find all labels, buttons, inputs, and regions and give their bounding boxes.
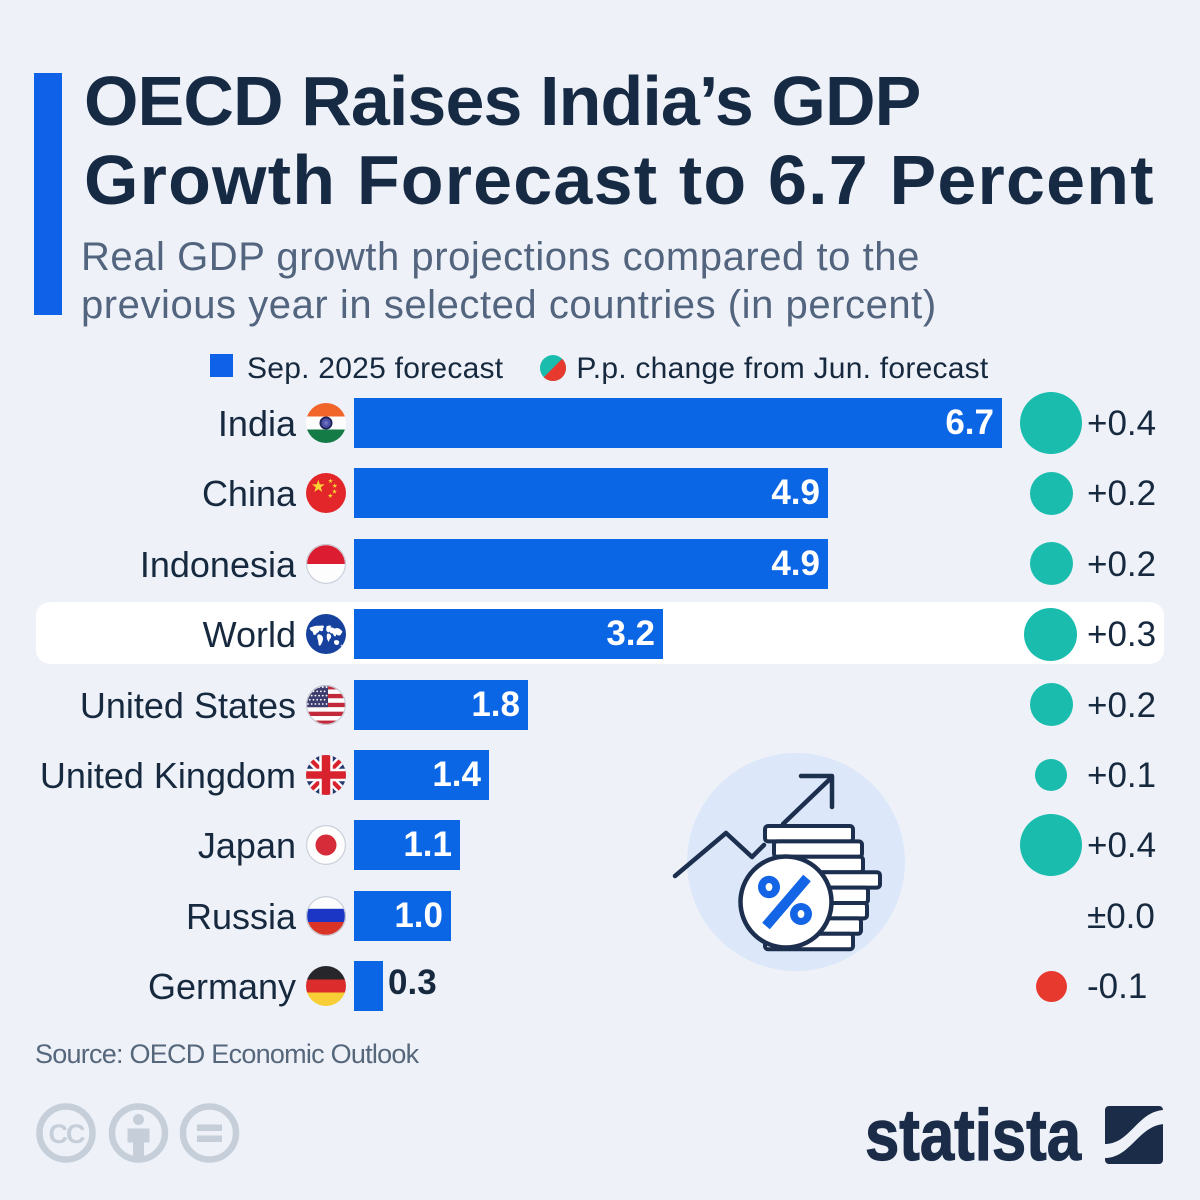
svg-text:CC: CC — [49, 1119, 85, 1149]
svg-text:statista: statista — [865, 1096, 1082, 1170]
